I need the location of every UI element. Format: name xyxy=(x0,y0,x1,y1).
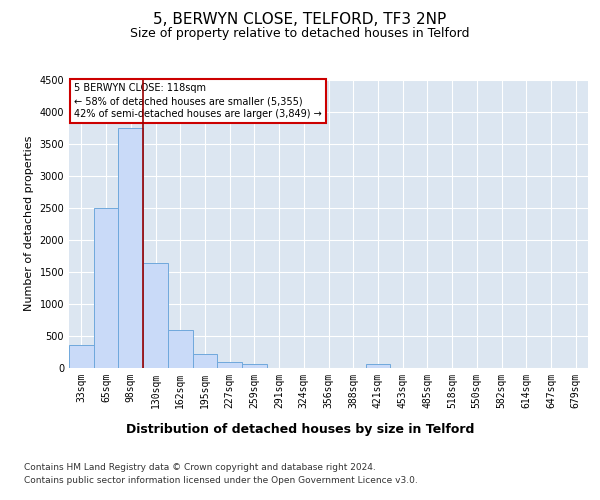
Bar xyxy=(118,128,143,368)
Bar xyxy=(242,364,267,368)
Text: 5, BERWYN CLOSE, TELFORD, TF3 2NP: 5, BERWYN CLOSE, TELFORD, TF3 2NP xyxy=(154,12,446,28)
Text: Contains HM Land Registry data © Crown copyright and database right 2024.: Contains HM Land Registry data © Crown c… xyxy=(24,462,376,471)
Y-axis label: Number of detached properties: Number of detached properties xyxy=(24,136,34,312)
Bar xyxy=(69,345,94,368)
Text: Contains public sector information licensed under the Open Government Licence v3: Contains public sector information licen… xyxy=(24,476,418,485)
Text: 5 BERWYN CLOSE: 118sqm
← 58% of detached houses are smaller (5,355)
42% of semi-: 5 BERWYN CLOSE: 118sqm ← 58% of detached… xyxy=(74,83,322,120)
Bar xyxy=(217,362,242,368)
Text: Size of property relative to detached houses in Telford: Size of property relative to detached ho… xyxy=(130,28,470,40)
Bar xyxy=(365,364,390,368)
Bar xyxy=(94,208,118,368)
Bar xyxy=(168,330,193,368)
Text: Distribution of detached houses by size in Telford: Distribution of detached houses by size … xyxy=(126,422,474,436)
Bar xyxy=(193,354,217,368)
Bar xyxy=(143,262,168,368)
